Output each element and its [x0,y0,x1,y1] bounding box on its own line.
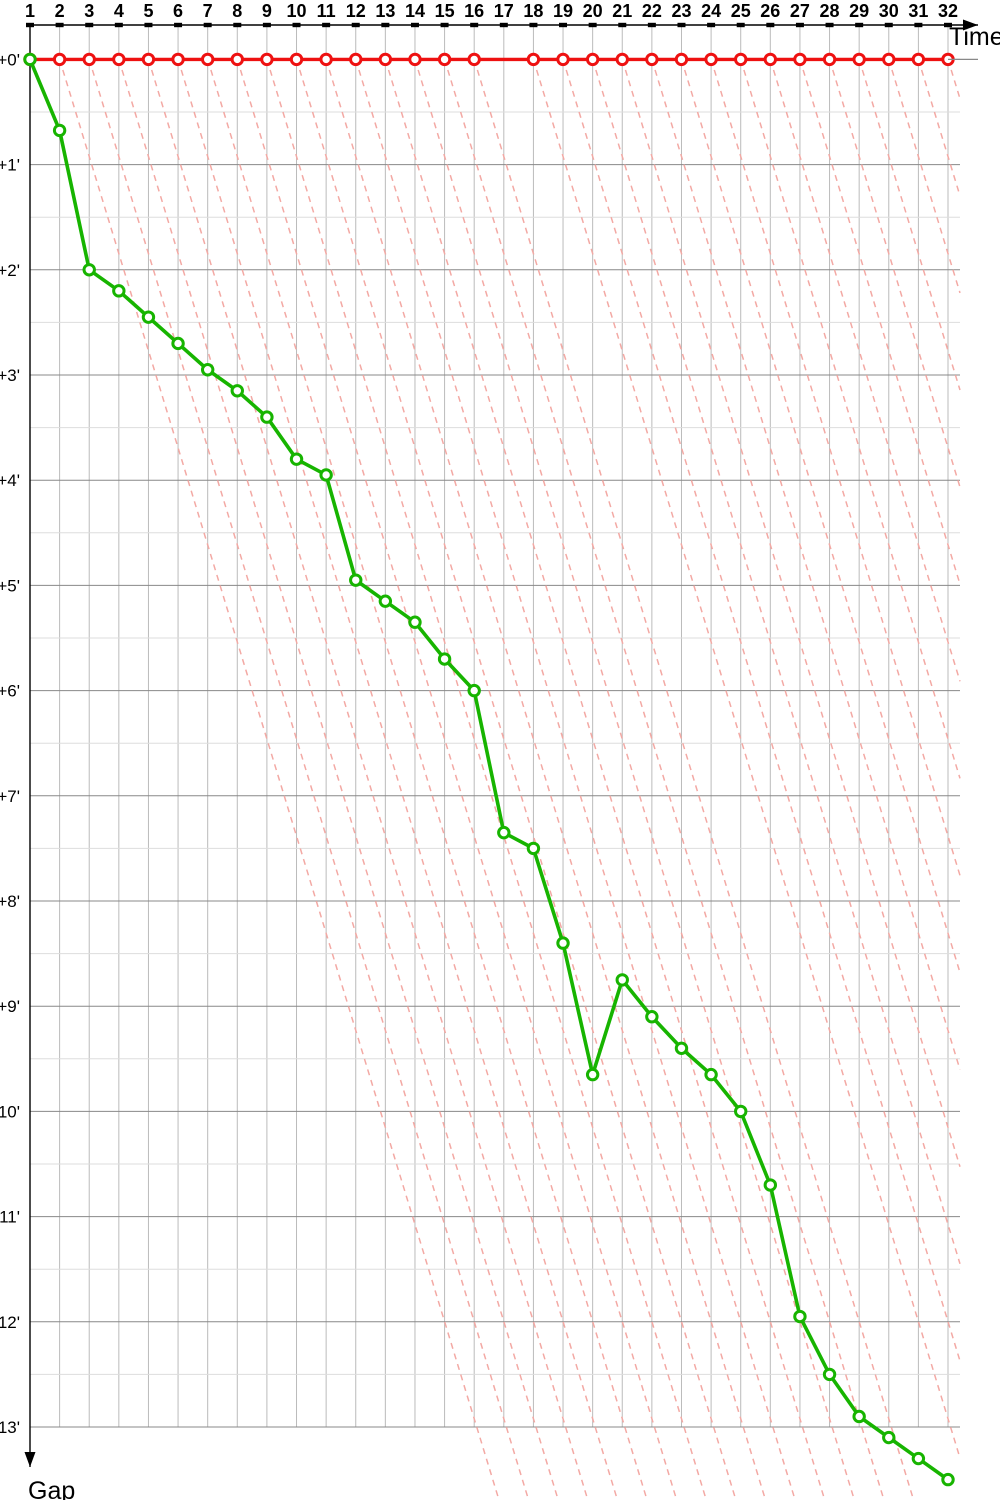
svg-text:+7': +7' [0,787,20,806]
svg-text:1: 1 [25,1,35,21]
svg-text:+5': +5' [0,576,20,595]
svg-text:+6': +6' [0,682,20,701]
svg-text:32: 32 [938,1,958,21]
svg-text:8: 8 [232,1,242,21]
svg-text:7: 7 [203,1,213,21]
svg-text:+11': +11' [0,1208,20,1227]
svg-text:11: 11 [317,1,336,21]
svg-text:21: 21 [612,1,632,21]
svg-text:6: 6 [173,1,183,21]
svg-text:24: 24 [701,1,721,21]
svg-text:18: 18 [523,1,543,21]
svg-text:+2': +2' [0,261,20,280]
svg-text:+9': +9' [0,997,20,1016]
svg-text:14: 14 [405,1,425,21]
svg-text:20: 20 [583,1,603,21]
svg-text:16: 16 [464,1,484,21]
svg-text:+1': +1' [0,156,20,175]
svg-text:9: 9 [262,1,272,21]
svg-text:27: 27 [790,1,810,21]
svg-text:+13': +13' [0,1418,20,1437]
svg-text:17: 17 [494,1,514,21]
svg-text:+4': +4' [0,471,20,490]
svg-text:Gap: Gap [28,1477,75,1500]
svg-text:10: 10 [287,1,307,21]
svg-text:2: 2 [55,1,65,21]
svg-text:+12': +12' [0,1313,20,1332]
svg-text:23: 23 [671,1,691,21]
svg-text:12: 12 [346,1,366,21]
svg-text:+0': +0' [0,50,20,69]
svg-text:15: 15 [435,1,455,21]
svg-text:29: 29 [849,1,869,21]
svg-text:28: 28 [820,1,840,21]
svg-text:+8': +8' [0,892,20,911]
svg-text:5: 5 [143,1,153,21]
svg-text:30: 30 [879,1,899,21]
svg-text:+3': +3' [0,366,20,385]
svg-text:22: 22 [642,1,662,21]
svg-text:Time: Time [949,23,1000,51]
svg-text:13: 13 [375,1,395,21]
svg-text:26: 26 [760,1,780,21]
svg-text:4: 4 [114,1,124,21]
svg-text:+10': +10' [0,1102,20,1121]
svg-text:19: 19 [553,1,573,21]
svg-text:31: 31 [908,1,928,21]
svg-text:3: 3 [84,1,94,21]
svg-text:25: 25 [731,1,751,21]
